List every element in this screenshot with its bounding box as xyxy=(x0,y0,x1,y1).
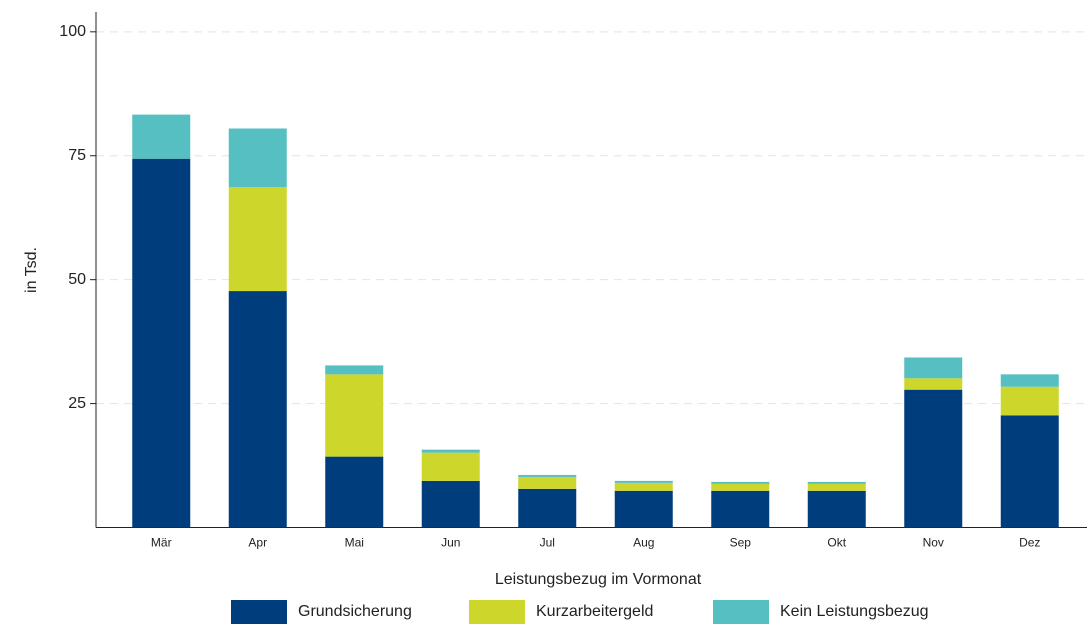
bar-segment xyxy=(1000,374,1059,387)
bar-segment xyxy=(711,481,770,484)
bar-segment xyxy=(614,482,673,491)
legend-label: Kurzarbeitergeld xyxy=(536,603,653,620)
bar-segment xyxy=(1000,415,1059,528)
bar-segment xyxy=(904,357,963,379)
bar-segment xyxy=(614,490,673,528)
bar-segment xyxy=(518,488,577,528)
x-tick-label: Aug xyxy=(633,536,654,550)
bar-segment xyxy=(132,158,191,528)
x-tick-label: Mai xyxy=(345,536,364,550)
bar-segment xyxy=(518,476,577,489)
bar-segment xyxy=(228,128,287,187)
y-tick-label: 75 xyxy=(68,147,86,164)
x-tick-label: Dez xyxy=(1019,536,1040,550)
y-tick-label: 100 xyxy=(59,23,86,40)
legend-swatch xyxy=(231,600,287,624)
bar-segment xyxy=(711,490,770,528)
x-tick-label: Jul xyxy=(540,536,555,550)
x-tick-label: Sep xyxy=(730,536,752,550)
bar-segment xyxy=(807,481,866,484)
bar-segment xyxy=(421,449,480,453)
bar-segment xyxy=(518,474,577,477)
bar-segment xyxy=(325,374,384,457)
legend-swatch xyxy=(713,600,769,624)
bar-segment xyxy=(421,452,480,481)
legend-swatch xyxy=(469,600,525,624)
bar-segment xyxy=(325,456,384,528)
x-tick-label: Jun xyxy=(441,536,460,550)
x-tick-label: Nov xyxy=(923,536,944,550)
legend-title: Leistungsbezug im Vormonat xyxy=(495,571,702,588)
x-tick-label: Apr xyxy=(248,536,267,550)
bar-segment xyxy=(614,480,673,483)
bar-segment xyxy=(904,389,963,528)
bar-segment xyxy=(1000,386,1059,416)
legend-label: Kein Leistungsbezug xyxy=(780,603,929,620)
x-tick-label: Okt xyxy=(827,536,846,550)
bar-segment xyxy=(228,186,287,292)
y-axis-label: in Tsd. xyxy=(23,247,40,293)
legend-label: Grundsicherung xyxy=(298,603,412,620)
bar-segment xyxy=(325,365,384,375)
x-tick-label: Mär xyxy=(151,536,172,550)
bar-segment xyxy=(904,378,963,390)
bar-segment xyxy=(228,291,287,528)
bar-segment xyxy=(807,483,866,491)
bar-segment xyxy=(421,480,480,528)
bar-segment xyxy=(711,483,770,491)
bar-segment xyxy=(807,490,866,528)
y-tick-label: 50 xyxy=(68,271,86,288)
y-tick-label: 25 xyxy=(68,395,86,412)
bar-segment xyxy=(132,114,191,159)
